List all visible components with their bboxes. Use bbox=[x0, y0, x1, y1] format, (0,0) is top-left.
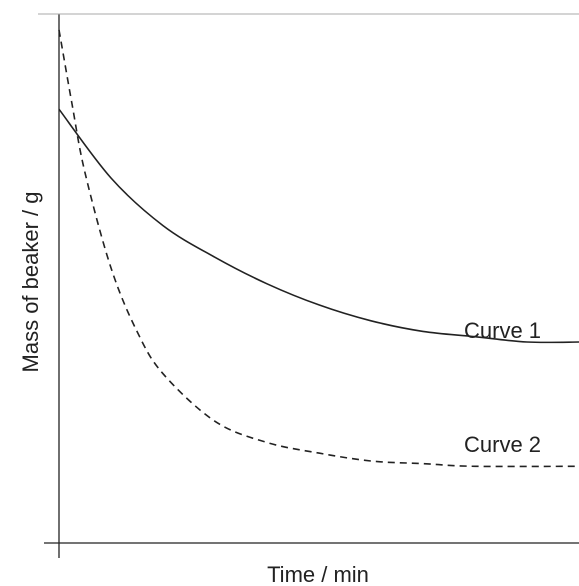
series-label-curve-2: Curve 2 bbox=[464, 432, 541, 457]
series-label-curve-1: Curve 1 bbox=[464, 318, 541, 343]
series-line-curve-1 bbox=[58, 108, 579, 344]
x-axis-title: Time / min bbox=[267, 562, 369, 586]
y-axis-title: Mass of beaker / g bbox=[18, 192, 43, 373]
series-layer bbox=[58, 29, 579, 468]
series-line-curve-2 bbox=[58, 29, 579, 468]
